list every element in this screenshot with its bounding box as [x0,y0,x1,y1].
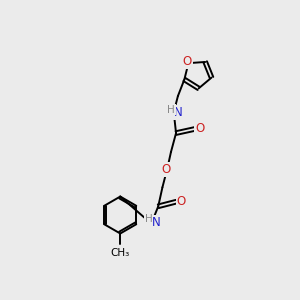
Text: O: O [183,56,192,68]
Text: H: H [167,104,175,115]
Text: O: O [177,195,186,208]
Text: N: N [152,216,160,229]
Text: O: O [162,163,171,176]
Text: O: O [195,122,205,135]
Text: CH₃: CH₃ [111,248,130,258]
Text: N: N [173,106,182,119]
Text: H: H [145,214,152,224]
